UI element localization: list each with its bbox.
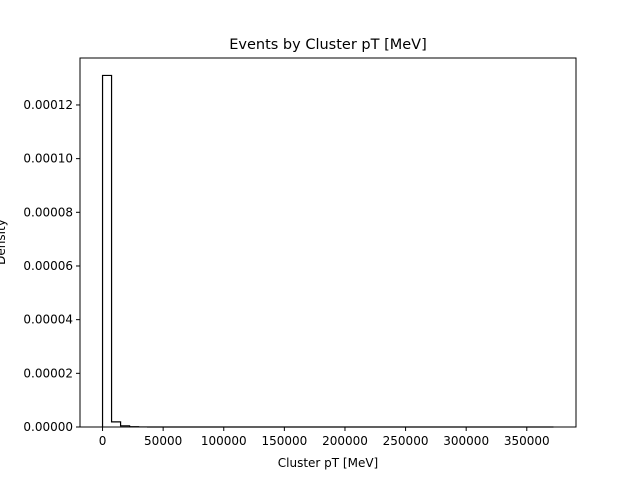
x-tick-label: 0 (99, 434, 107, 448)
histogram-step-line (101, 74, 554, 428)
y-tick-label: 0.00004 (23, 313, 73, 327)
y-tick-label: 0.00000 (23, 420, 73, 434)
x-tick-label: 150000 (261, 434, 307, 448)
y-tick-label: 0.00008 (23, 205, 73, 219)
y-axis: 0.00000 0.00002 0.00004 0.00006 0.00008 0.000… (23, 98, 80, 434)
plot-frame (79, 57, 577, 428)
x-tick-label: 50000 (144, 434, 182, 448)
chart-title: Events by Cluster pT [MeV] (229, 37, 427, 53)
x-tick-label: 100000 (201, 434, 247, 448)
x-tick-label: 200000 (322, 434, 368, 448)
histogram-bar (103, 75, 112, 427)
histogram-bins (103, 75, 148, 427)
x-tick-label: 250000 (383, 434, 429, 448)
histogram-bar (112, 422, 121, 427)
x-axis-label: Cluster pT [MeV] (278, 456, 378, 470)
y-tick-label: 0.00006 (23, 259, 73, 273)
x-axis: 0 50000 100000 150000 200000 250000 300000 3500… (99, 427, 550, 448)
y-tick-label: 0.00010 (23, 152, 73, 166)
x-tick-label: 300000 (443, 434, 489, 448)
y-tick-label: 0.00002 (23, 366, 73, 380)
x-tick-label: 350000 (504, 434, 550, 448)
y-axis-label: Density (0, 219, 8, 265)
y-tick-label: 0.00012 (23, 98, 73, 112)
